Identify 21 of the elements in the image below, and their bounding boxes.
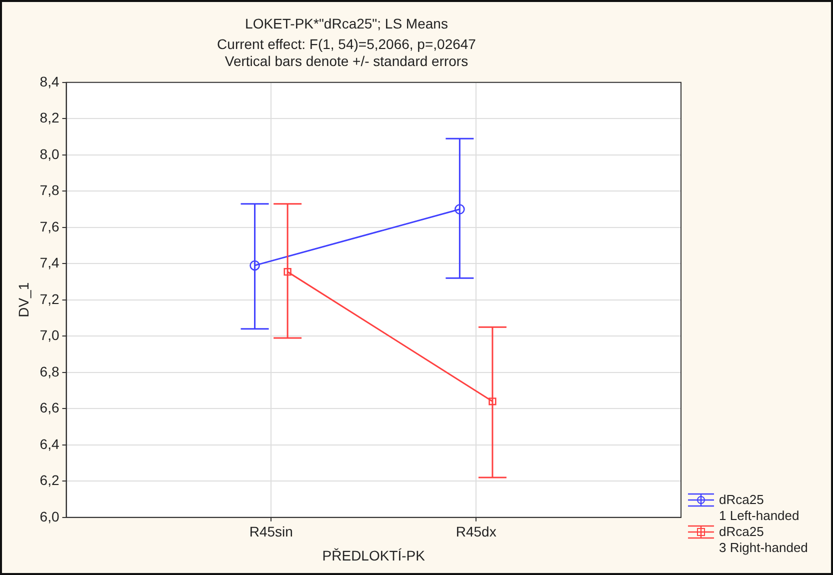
y-tick-label: 6,0	[40, 508, 60, 524]
chart-subtitle: Current effect: F(1, 54)=5,2066, p=,02647	[217, 36, 476, 52]
y-tick-label: 8,4	[40, 73, 60, 90]
y-tick-label: 6,6	[40, 400, 60, 416]
x-tick-label: R45sin	[249, 524, 293, 540]
y-tick-label: 6,4	[40, 436, 60, 452]
text: Vertical bars denote +/- standard errors	[224, 52, 468, 69]
y-tick-label: 7,6	[40, 218, 60, 234]
y-tick-label: 6,8	[40, 363, 60, 380]
chart-title: LOKET-PK*"dRca25"; LS Means	[245, 15, 448, 32]
x-axis-title: PŘEDLOKTÍ-PK	[322, 547, 426, 564]
y-tick-label: 6,2	[40, 472, 60, 488]
y-tick-label: 7,4	[40, 254, 60, 271]
y-axis-title: DV_1	[15, 282, 32, 318]
y-tick-label: 7,2	[40, 290, 60, 307]
y-tick-label: 7,0	[40, 327, 60, 344]
legend-label: dRca25 3 Right-handed	[719, 524, 808, 556]
x-tick-label: R45dx	[456, 524, 496, 540]
y-tick-label: 8,0	[40, 146, 60, 162]
y-tick-label: 8,2	[40, 110, 60, 126]
y-tick-label: 7,8	[40, 182, 60, 198]
